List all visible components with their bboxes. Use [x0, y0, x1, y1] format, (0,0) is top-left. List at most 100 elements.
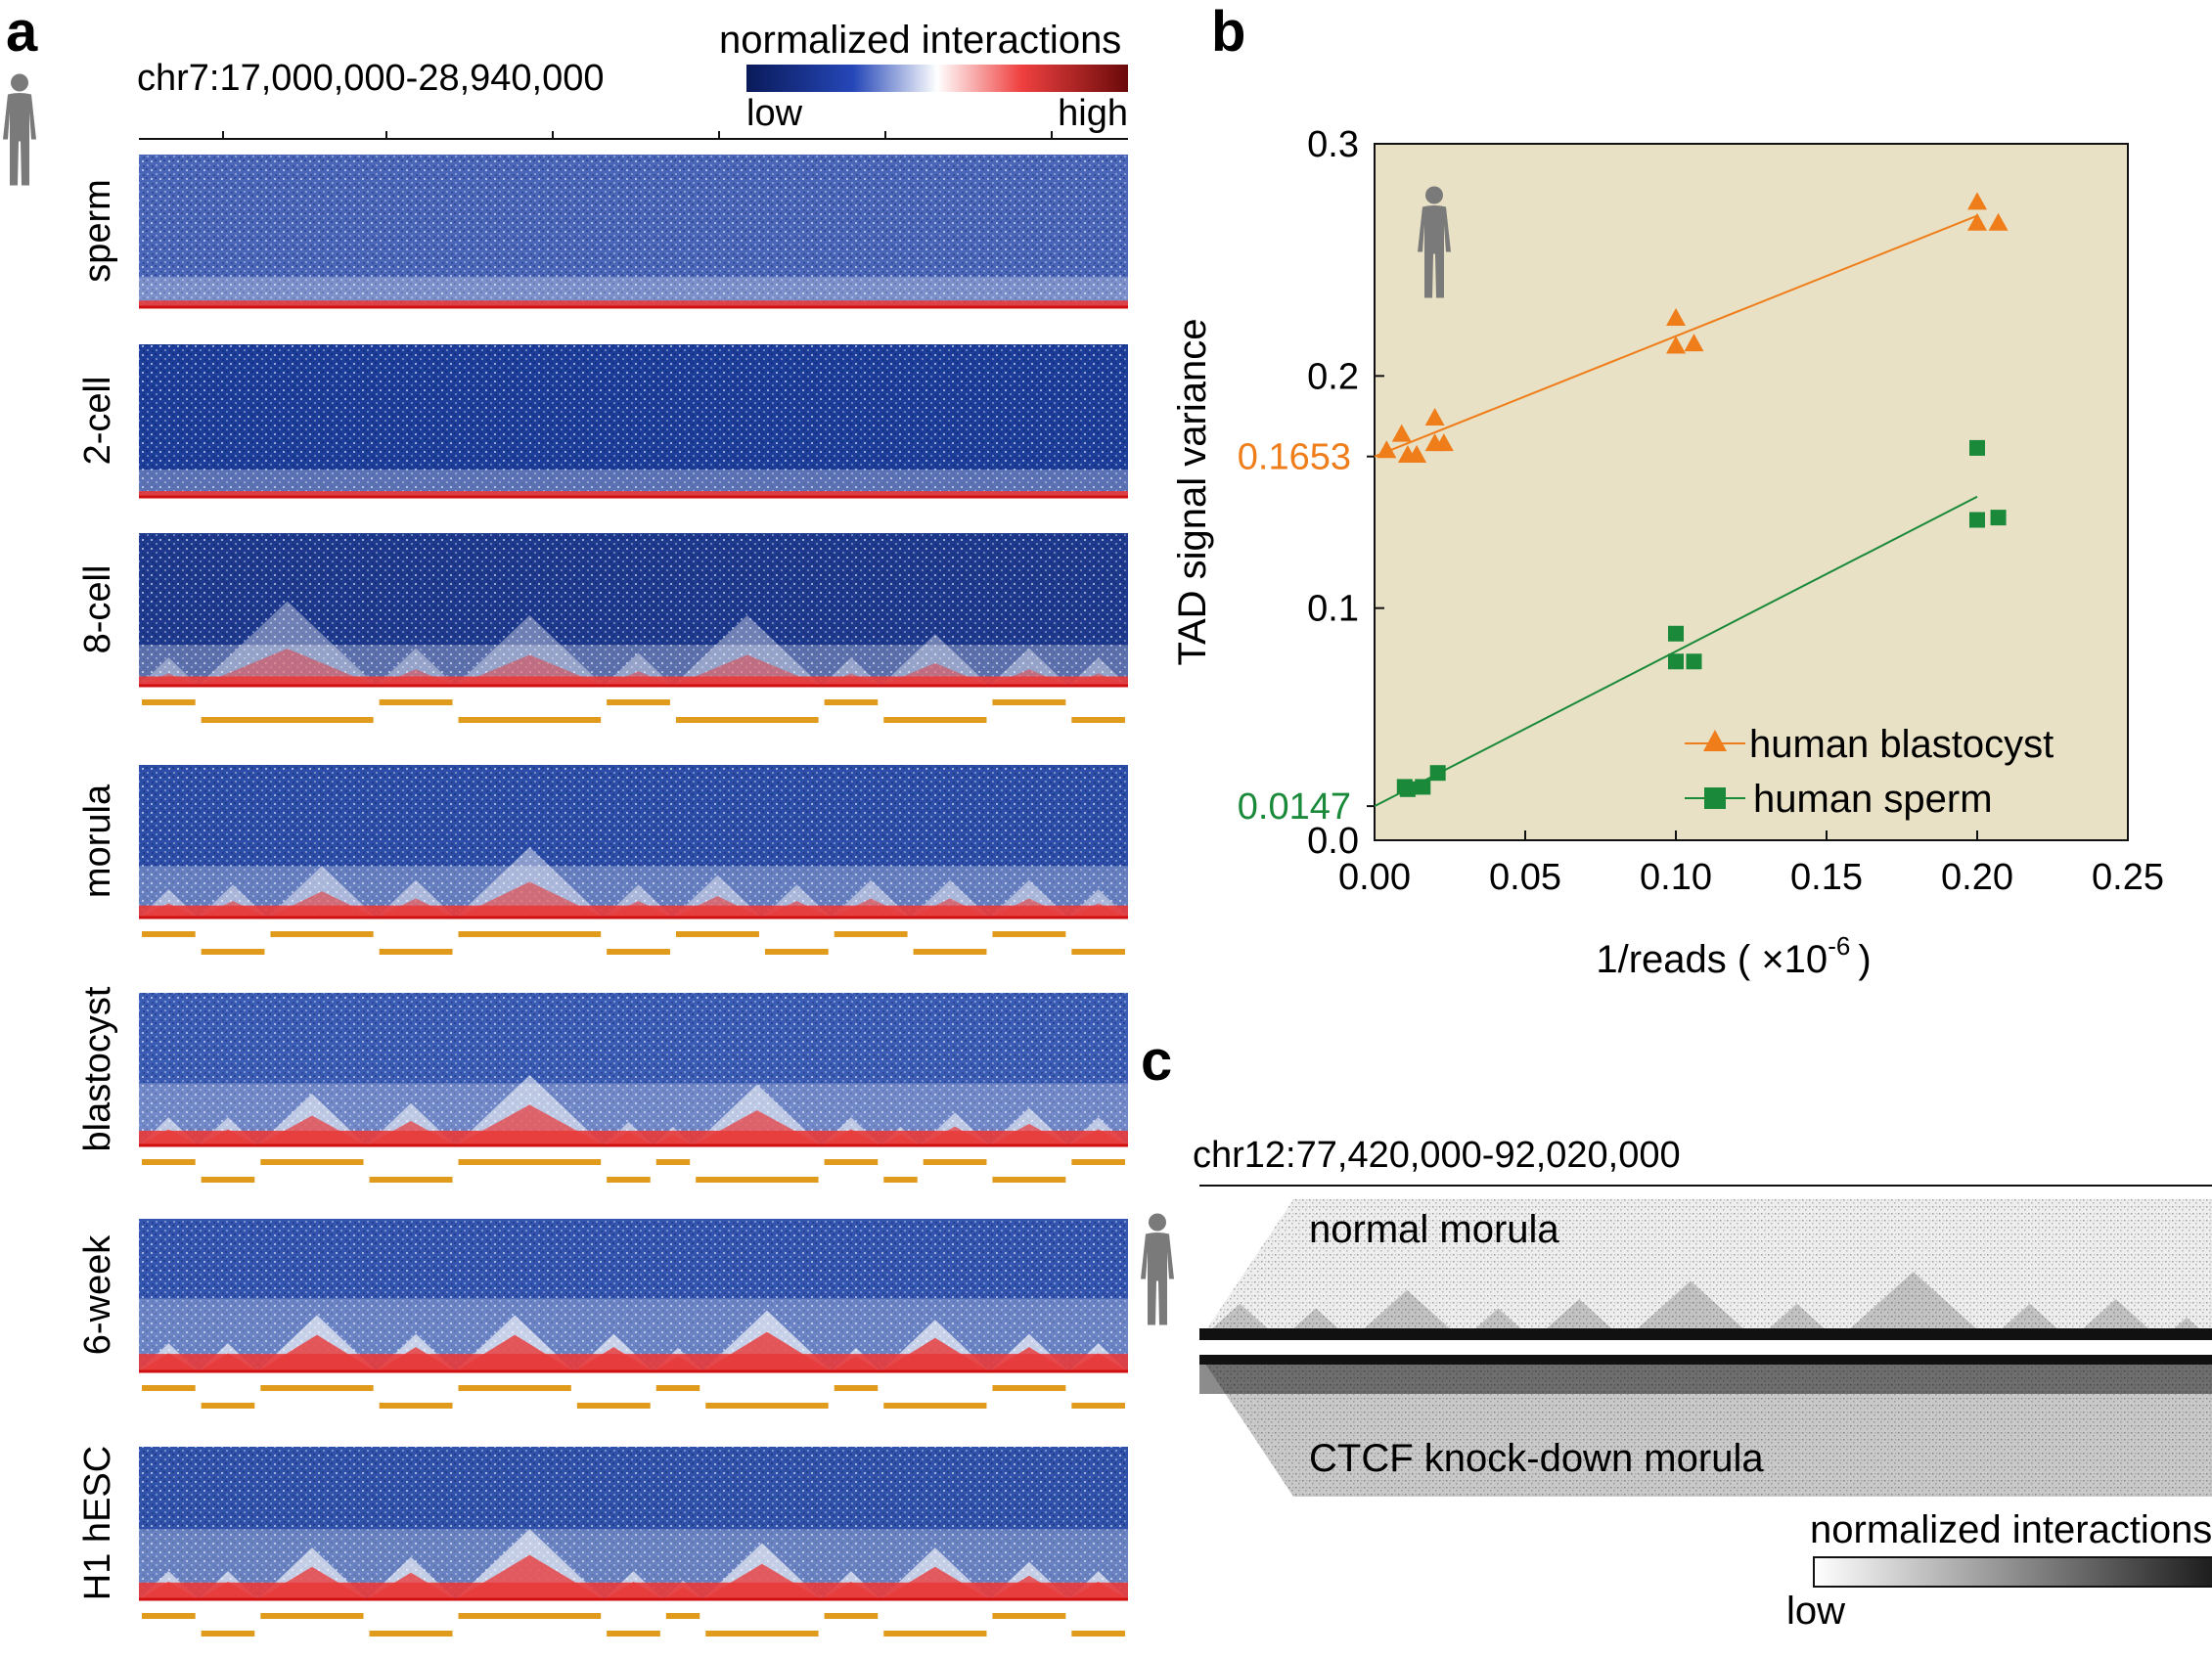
colorbar-c-title: normalized interactions [1810, 1508, 2212, 1551]
data-point-triangle [1666, 336, 1686, 354]
diagonal-band [139, 300, 1128, 307]
track-label: 8-cell [77, 565, 118, 654]
legend-label-sperm: human sperm [1753, 778, 1993, 821]
heatmap-noise [139, 155, 1128, 307]
data-point-square [1399, 781, 1416, 797]
human-figure-icon [1141, 1213, 1174, 1325]
x-tick-label: 0.05 [1489, 857, 1561, 898]
tad-bar [270, 931, 374, 937]
track-2: 2-cell [77, 344, 1128, 499]
tad-bar [260, 1159, 364, 1165]
tad-domain-halo [376, 648, 456, 686]
tad-bar [992, 931, 1066, 937]
tad-bar [142, 699, 196, 705]
tad-bar [883, 1403, 987, 1409]
data-point-triangle [1967, 192, 1987, 210]
legend-entry-blastocyst: human blastocyst [1685, 723, 2054, 766]
track-label: sperm [77, 179, 118, 283]
tad-domain-halo [198, 601, 377, 686]
tad-bar [1071, 1159, 1125, 1165]
track-label: morula [77, 784, 118, 898]
tad-bar [260, 1385, 374, 1391]
colorbar-a-high: high [1058, 93, 1128, 134]
tad-domain-halo [880, 634, 990, 686]
data-point-square [1990, 510, 2007, 526]
track-label: H1 hESC [77, 1446, 118, 1600]
data-point-square [1969, 439, 1985, 456]
tad-bar [923, 1159, 987, 1165]
tad-bar [458, 1613, 602, 1619]
data-point-triangle [1377, 440, 1397, 459]
y-tick-label: 0.3 [1307, 124, 1359, 165]
human-figure-icon [3, 73, 36, 186]
data-points [1377, 192, 2009, 797]
x-axis-label: 1/reads ( ×10-6) [1596, 931, 1871, 981]
track-label-ctcf-kd-morula: CTCF knock-down morula [1309, 1437, 1764, 1480]
tad-bar [458, 931, 602, 937]
diagonal-band [139, 905, 1128, 918]
track-5: blastocyst [77, 986, 1128, 1183]
grayscale-heatmaps [1199, 1199, 2212, 1497]
ruler-a [139, 131, 1128, 140]
data-point-square [1668, 625, 1684, 642]
track-label-normal-morula: normal morula [1309, 1208, 1559, 1251]
tad-bar [142, 931, 196, 937]
data-point-triangle [1433, 433, 1454, 452]
panel-b: b 0.00 0.05 0.10 0.15 0.20 0.250.00.10.20.30.… [1171, 0, 2164, 981]
tad-bar [992, 1385, 1066, 1391]
data-point-square [1415, 779, 1431, 795]
tad-bar [883, 717, 987, 723]
legend: human blastocyst human sperm [1685, 723, 2054, 821]
tad-bar [675, 717, 819, 723]
tad-bar [607, 1631, 660, 1637]
panel-c-region: chr12:77,420,000-92,020,000 [1193, 1135, 1681, 1176]
x-axis-label-exp: -6 [1828, 931, 1850, 961]
tad-domain-gray [1837, 1272, 1990, 1340]
data-point-triangle [1967, 212, 1987, 231]
colorbar-c-low: low [1786, 1590, 1845, 1633]
panel-c-label: c [1141, 1029, 1172, 1093]
track-label: 6-week [77, 1234, 118, 1355]
fit-line [1374, 495, 1978, 808]
tad-bar [607, 949, 670, 955]
legend-entry-sperm: human sperm [1685, 778, 1993, 821]
heatmap-tracks: sperm 2-cell 8-cell morula blastocyst 6-week H… [77, 155, 1128, 1637]
ctcf-kd-diagonal [1199, 1355, 2212, 1365]
x-tick-label: 0.15 [1790, 857, 1863, 898]
tad-bar [379, 1403, 453, 1409]
intercept-label: 0.1653 [1238, 437, 1351, 478]
data-point-triangle [1666, 308, 1686, 326]
x-tick-label: 0.20 [1941, 857, 2013, 898]
axes: 0.00 0.05 0.10 0.15 0.20 0.25 0.0 0.1 0.2 0.3 0.16… [1238, 124, 2164, 898]
tad-bar [458, 1385, 571, 1391]
tad-bar [992, 1613, 1066, 1619]
intercept-label: 0.0147 [1238, 786, 1351, 828]
tad-bar [824, 1613, 879, 1619]
x-tick-label: 0.25 [2092, 857, 2164, 898]
data-point-triangle [1988, 212, 2009, 231]
tad-domain-halo [989, 648, 1069, 686]
track-label: 2-cell [77, 377, 118, 466]
tad-bar [1071, 1403, 1125, 1409]
tad-domain-halo [672, 614, 822, 686]
tad-bar [201, 1631, 255, 1637]
x-axis-label-tail: ) [1858, 938, 1871, 981]
x-tick-label: 0.00 [1338, 857, 1411, 898]
tad-bar [655, 1159, 691, 1165]
panel-a: a chr7:17,000,000-28,940,000 normalized … [3, 0, 1128, 1637]
y-tick-label: 0.0 [1307, 821, 1359, 862]
colorbar-a-title: normalized interactions [719, 19, 1121, 62]
tad-bar [201, 1403, 255, 1409]
data-point-triangle [1407, 445, 1427, 464]
tad-bar [705, 1631, 819, 1637]
panel-a-label: a [6, 0, 38, 64]
diagonal-band [139, 1582, 1128, 1599]
tad-bar [576, 1403, 651, 1409]
panel-c: c chr12:77,420,000-92,020,000 normal mor… [1141, 1029, 2212, 1633]
tad-bar [665, 1613, 700, 1619]
tad-bar [913, 949, 987, 955]
tad-bar [142, 1385, 196, 1391]
x-axis-label-main: 1/reads ( ×10 [1596, 938, 1828, 981]
tad-bar [607, 1177, 651, 1183]
